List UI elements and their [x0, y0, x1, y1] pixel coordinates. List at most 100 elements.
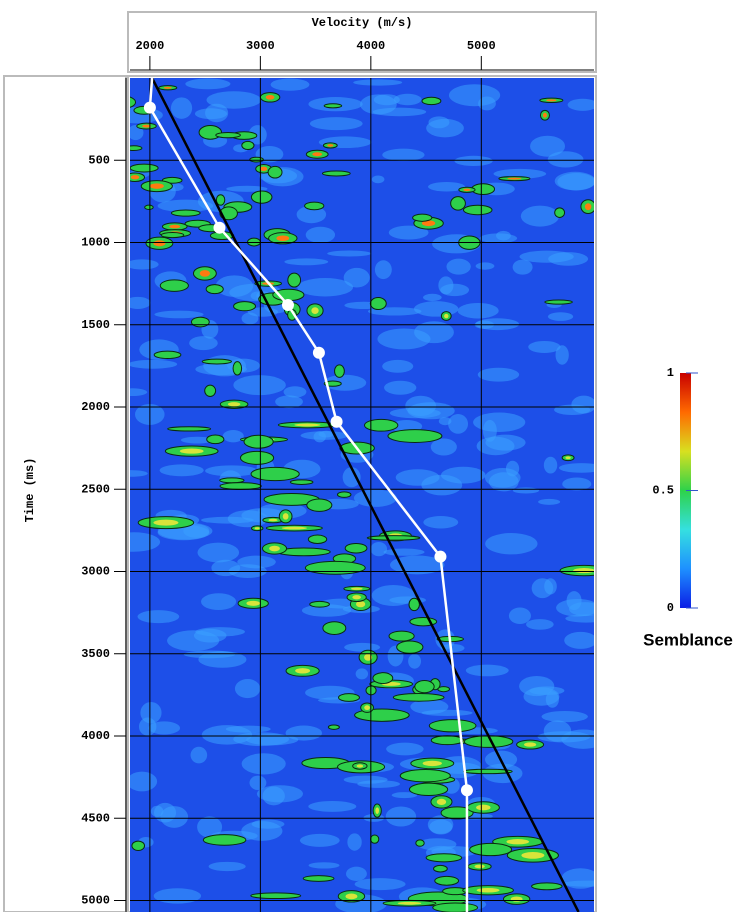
semblance-patch: [382, 359, 414, 373]
semblance-patch: [393, 93, 422, 106]
semblance-patch: [512, 259, 533, 275]
semblance-contour: [430, 735, 464, 746]
semblance-peak: [254, 527, 260, 530]
semblance-contour: [309, 600, 330, 608]
semblance-contour: [241, 140, 255, 150]
series-layer: [143, 78, 580, 912]
semblance-contour: [421, 96, 442, 106]
y-tick-label: 4500: [81, 811, 110, 825]
semblance-patch: [170, 97, 193, 119]
semblance-contour: [153, 350, 182, 360]
semblance-contour: [243, 434, 274, 449]
semblance-patch: [190, 746, 208, 764]
semblance-patch: [383, 548, 425, 556]
semblance-patch: [530, 135, 566, 157]
semblance-patch: [226, 185, 268, 192]
semblance-patch: [251, 819, 285, 829]
semblance-patch: [561, 868, 594, 889]
semblance-peak: [142, 124, 151, 128]
semblance-peak: [546, 99, 557, 102]
semblance-patch: [211, 559, 241, 577]
semblance-contour: [462, 204, 493, 216]
semblance-patch: [189, 336, 218, 351]
semblance-peak: [476, 804, 491, 811]
semblance-contour: [396, 640, 424, 654]
semblance-patch: [285, 725, 323, 741]
semblance-patch: [547, 312, 574, 321]
semblance-contour: [432, 902, 479, 912]
semblance-peak: [573, 568, 594, 574]
semblance-patch: [137, 610, 180, 624]
semblance-patch: [159, 464, 204, 477]
semblance-contour: [469, 842, 513, 857]
semblance-contour: [249, 156, 264, 163]
velocity-pick: [434, 550, 447, 563]
semblance-patch: [512, 487, 540, 494]
semblance-patch: [473, 412, 526, 433]
semblance-contour: [287, 272, 302, 288]
semblance-contour: [434, 875, 460, 886]
semblance-patch: [347, 833, 362, 851]
semblance-peak: [397, 901, 422, 905]
semblance-peak: [356, 600, 366, 608]
semblance-patch: [241, 753, 286, 775]
semblance-patch: [477, 367, 520, 382]
y-tick-label: 4000: [81, 729, 110, 743]
semblance-contour: [160, 232, 185, 239]
semblance-patch: [305, 226, 336, 243]
velocity-pick: [213, 221, 226, 234]
semblance-patch: [388, 225, 429, 240]
semblance-patch: [488, 472, 519, 492]
semblance-patch: [377, 328, 431, 350]
semblance-patch: [327, 250, 372, 257]
semblance-patch: [130, 359, 178, 369]
axes: 2000 3000 4000 5000 500 1000 1500 2000 2500 3000 3…: [81, 39, 594, 912]
semblance-patch: [372, 107, 427, 117]
semblance-contour: [202, 834, 247, 846]
semblance-peak: [260, 166, 268, 171]
semblance-peak: [345, 893, 358, 900]
semblance-patch: [438, 276, 454, 295]
semblance-peak: [265, 94, 275, 100]
semblance-patch: [547, 151, 584, 168]
semblance-contour: [307, 534, 328, 544]
semblance-patch: [423, 293, 442, 302]
semblance-contour: [131, 840, 146, 851]
semblance-contour: [372, 672, 394, 685]
semblance-contour: [554, 207, 566, 218]
semblance-contour: [408, 782, 449, 796]
top-axis-frame: [127, 11, 597, 73]
semblance-patch: [222, 430, 244, 443]
semblance-contour: [239, 450, 275, 465]
semblance-patch: [299, 833, 340, 847]
semblance-patch: [548, 252, 589, 266]
semblance-contour: [544, 299, 573, 305]
semblance-contour: [232, 361, 243, 376]
semblance-contour: [219, 477, 245, 484]
semblance-contour: [322, 621, 347, 635]
semblance-patch: [154, 802, 177, 823]
semblance-contour: [344, 542, 368, 554]
semblance-patch: [284, 258, 329, 266]
semblance-patch: [371, 584, 415, 606]
semblance-contour: [363, 418, 399, 432]
colorbar-tick-label: 1: [667, 366, 674, 380]
semblance-patch: [475, 318, 520, 331]
semblance-peak: [169, 224, 181, 229]
colorbar: [680, 373, 691, 608]
semblance-peak: [524, 742, 537, 747]
semblance-patch: [526, 619, 554, 630]
semblance-patch: [197, 542, 240, 563]
semblance-patch: [405, 395, 437, 417]
semblance-patch: [382, 148, 425, 162]
semblance-contour: [440, 806, 474, 820]
x-tick-label: 2000: [135, 39, 164, 53]
semblance-patch: [448, 414, 469, 434]
semblance-peak: [421, 220, 436, 227]
semblance-peak: [327, 144, 334, 147]
semblance-contour: [219, 482, 262, 491]
semblance-contour: [204, 384, 217, 397]
semblance-contour: [159, 279, 189, 292]
semblance-peak: [375, 807, 380, 814]
semblance-patch: [508, 607, 531, 624]
